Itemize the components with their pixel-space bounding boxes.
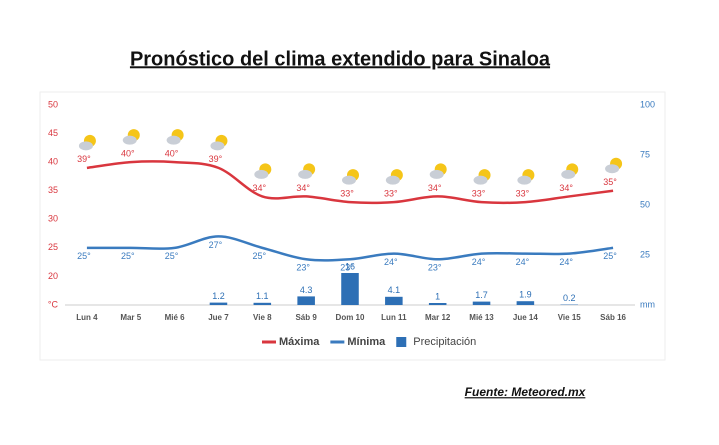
data-label: 4.1 — [388, 285, 401, 295]
bar — [209, 302, 228, 305]
weather-icon-cloud — [342, 175, 356, 185]
bar — [472, 301, 491, 305]
data-label: 23° — [428, 263, 442, 273]
data-label: 1.9 — [519, 290, 532, 300]
x-tick-label: Sáb 9 — [295, 313, 317, 322]
weather-icon-cloud — [166, 135, 181, 145]
x-tick-label: Jue 7 — [208, 313, 229, 322]
x-tick-label: Sáb 16 — [600, 313, 626, 322]
legend-swatch — [396, 337, 407, 347]
data-label: 1.1 — [256, 291, 269, 301]
weather-icon-cloud — [605, 164, 620, 174]
data-label: 23° — [296, 263, 310, 273]
data-label: 24° — [559, 257, 573, 267]
data-label: 4.3 — [300, 285, 313, 295]
x-tick-label: Vie 8 — [253, 313, 272, 322]
data-label: 25° — [603, 251, 617, 261]
data-label: 25° — [77, 251, 91, 261]
weather-icon-cloud — [385, 175, 400, 185]
y-tick-label: 20 — [48, 271, 58, 281]
line — [86, 160, 614, 205]
data-label: 24° — [472, 257, 486, 267]
legend-label: Precipitación — [413, 336, 476, 348]
data-label: 16 — [345, 261, 355, 271]
data-label: 40° — [121, 149, 135, 159]
bar — [297, 296, 315, 305]
data-label: 1.2 — [212, 291, 225, 301]
data-label: 34° — [252, 183, 266, 193]
y-tick-label: 45 — [48, 128, 58, 138]
y-tick-label: 40 — [48, 157, 58, 167]
y2-tick-label: mm — [640, 299, 655, 309]
data-label: 24° — [516, 257, 530, 267]
y2-tick-label: 75 — [640, 149, 650, 159]
data-label: 24° — [384, 257, 398, 267]
data-label: 25° — [165, 251, 179, 261]
weather-icon-cloud — [561, 169, 576, 179]
y2-tick-label: 100 — [640, 99, 655, 109]
x-tick-label: Mié 6 — [165, 313, 186, 322]
bar — [341, 273, 359, 305]
bar — [253, 302, 272, 305]
y-tick-label: 25 — [48, 242, 58, 252]
y-tick-label: 30 — [48, 214, 58, 224]
weather-icon-cloud — [254, 169, 269, 179]
y-tick-label: °C — [48, 299, 59, 309]
data-label: 35° — [603, 177, 617, 187]
data-label: 39° — [77, 154, 91, 164]
weather-icon-cloud — [122, 135, 137, 145]
data-label: 34° — [559, 183, 573, 193]
legend-label: Máxima — [279, 336, 320, 348]
weather-icon-cloud — [78, 141, 93, 151]
data-label: 33° — [340, 189, 354, 199]
weather-icon-cloud — [517, 175, 532, 185]
weather-icon-cloud — [298, 169, 313, 179]
x-tick-label: Mar 12 — [425, 313, 451, 322]
plot-frame — [39, 91, 666, 361]
data-label: 33° — [516, 189, 530, 199]
data-label: 39° — [209, 154, 223, 164]
y-tick-label: 50 — [48, 99, 58, 109]
weather-icon-cloud — [429, 169, 444, 179]
line — [86, 235, 614, 262]
weather-icon-cloud — [210, 141, 225, 151]
x-tick-label: Mar 5 — [120, 313, 141, 322]
legend-label: Mínima — [347, 336, 386, 348]
y-tick-label: 35 — [48, 185, 58, 195]
bar — [385, 296, 403, 305]
weather-icon-cloud — [473, 175, 488, 185]
data-label: 34° — [428, 183, 442, 193]
x-tick-label: Dom 10 — [336, 313, 365, 322]
chart-title: Pronóstico del clima extendido para Sina… — [130, 48, 551, 70]
x-tick-label: Mié 13 — [469, 313, 494, 322]
data-label: 27° — [209, 240, 223, 250]
data-label: 25° — [252, 251, 266, 261]
x-tick-label: Lun 11 — [381, 313, 407, 322]
bar — [516, 301, 535, 305]
x-tick-label: Jue 14 — [513, 313, 538, 322]
data-label: 33° — [384, 189, 398, 199]
bar — [428, 303, 447, 305]
data-label: 25° — [121, 251, 135, 261]
x-tick-label: Vie 15 — [558, 313, 582, 322]
y2-tick-label: 50 — [640, 199, 650, 209]
data-label: 40° — [165, 149, 179, 159]
data-label: 1 — [435, 291, 440, 301]
source: Fuente: Meteored.mx — [465, 385, 587, 399]
data-label: 34° — [296, 183, 310, 193]
x-tick-label: Lun 4 — [76, 313, 98, 322]
data-label: 33° — [472, 189, 486, 199]
y2-tick-label: 25 — [640, 249, 650, 259]
data-label: 23° — [340, 263, 354, 273]
data-label: 0.2 — [563, 293, 576, 303]
data-label: 1.7 — [475, 290, 488, 300]
